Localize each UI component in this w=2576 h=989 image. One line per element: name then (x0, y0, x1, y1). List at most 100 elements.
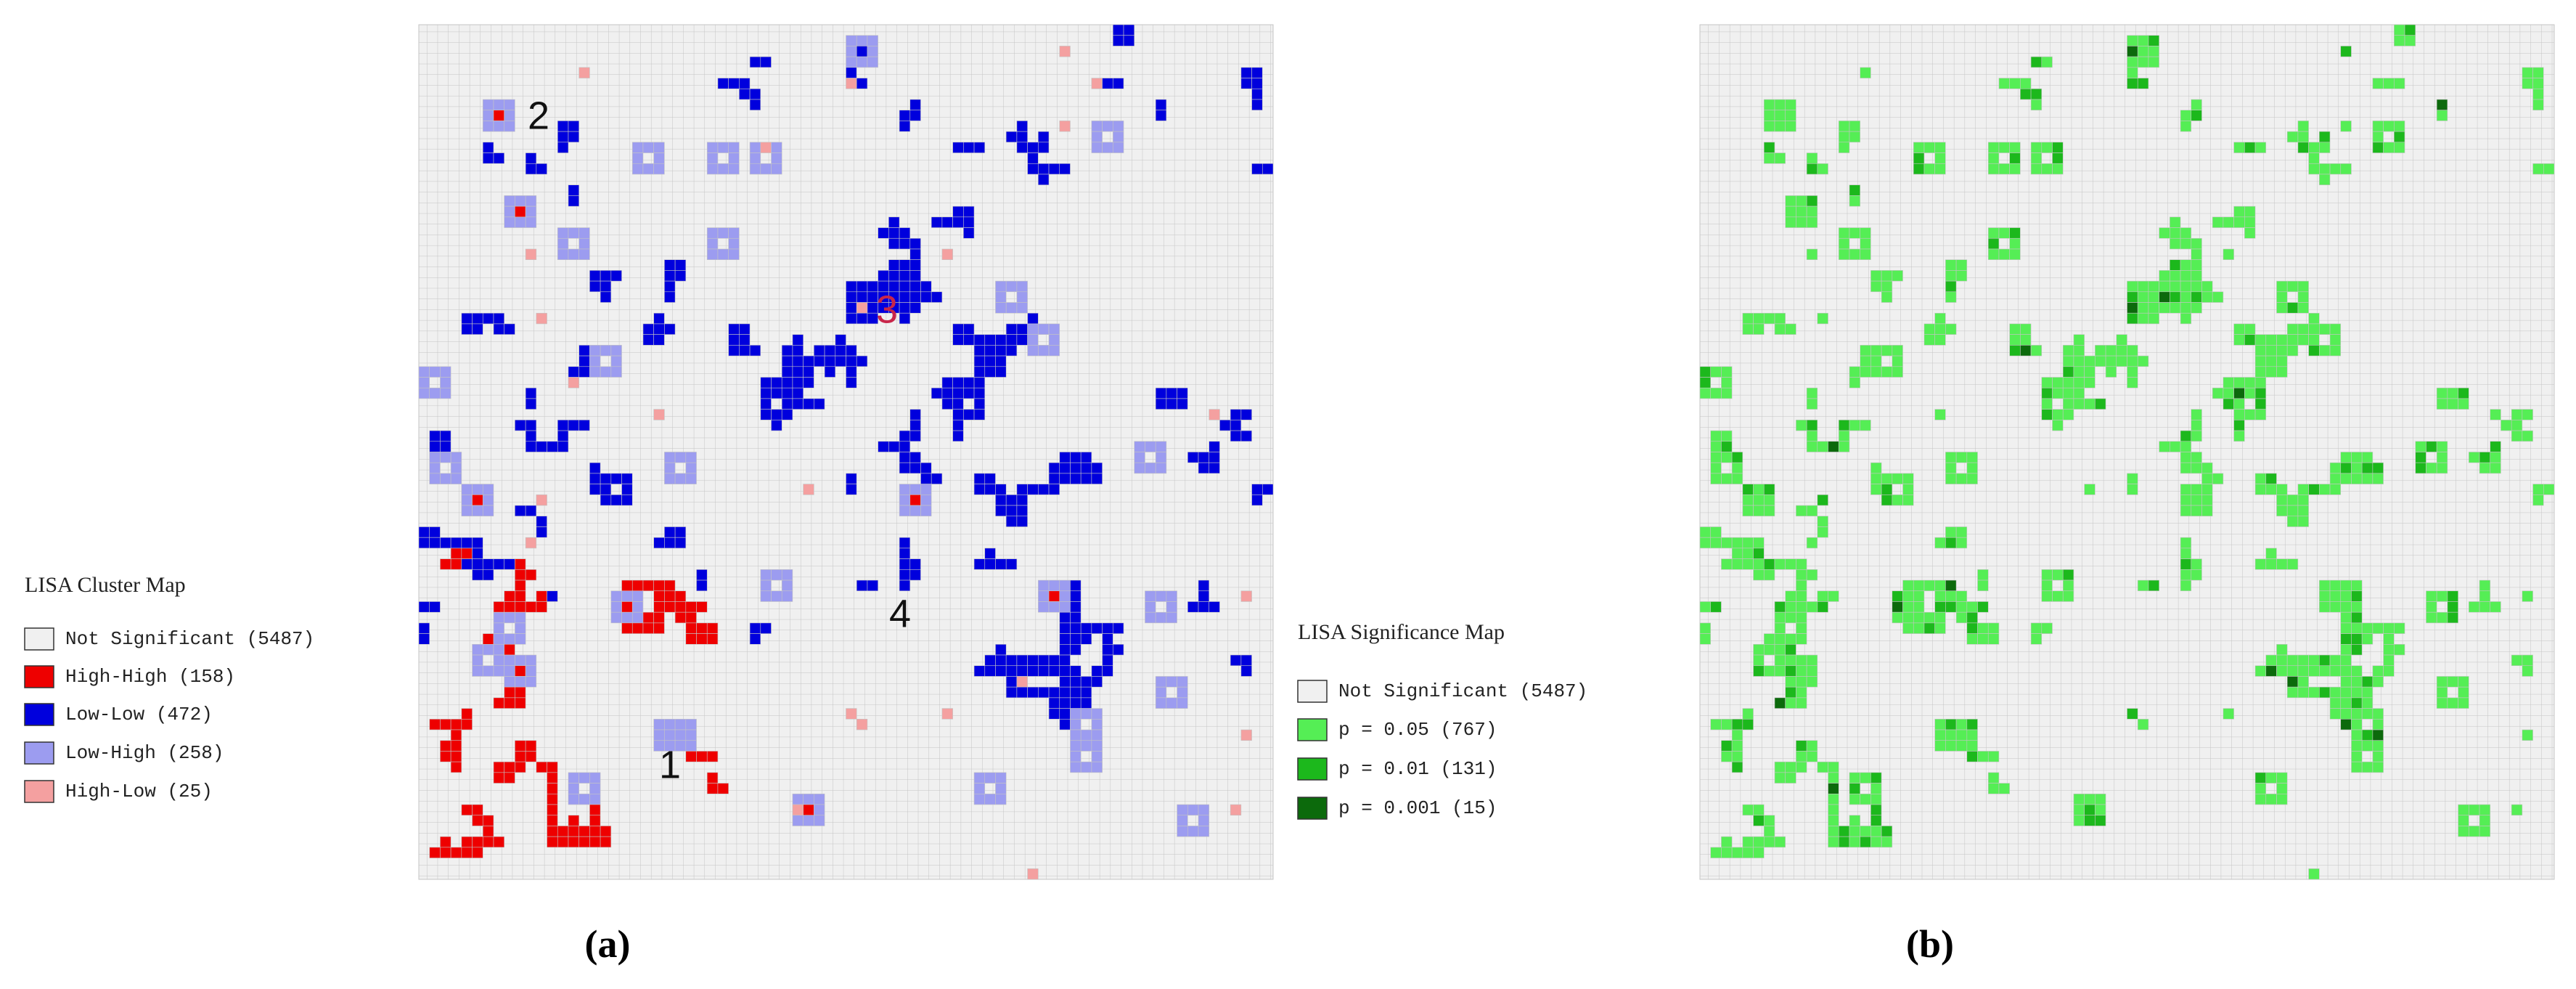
map-cell (1849, 836, 1860, 848)
map-cell (2490, 462, 2501, 474)
map-cell (792, 345, 804, 357)
map-cell (1005, 686, 1018, 699)
map-cell (2351, 579, 2363, 592)
map-cell (1102, 633, 1113, 645)
map-cell (2522, 590, 2533, 602)
map-cell (578, 772, 590, 784)
map-cell (2212, 387, 2224, 399)
map-cell (909, 505, 921, 517)
map-cell (909, 248, 921, 260)
map-cell (642, 334, 654, 346)
map-cell (2436, 462, 2448, 474)
map-cell (792, 334, 804, 346)
map-cell (1860, 355, 1871, 367)
map-cell (1048, 163, 1060, 175)
map-cell (1155, 590, 1167, 602)
map-cell (1806, 205, 1818, 218)
map-cell (1902, 473, 1914, 484)
map-cell (2265, 484, 2277, 495)
map-cell (2041, 622, 2053, 634)
map-cell (973, 794, 986, 805)
map-cell (1721, 452, 1733, 463)
map-cell (504, 761, 515, 773)
map-cell (1966, 611, 1978, 624)
map-cell (2351, 761, 2363, 773)
map-cell (1731, 761, 1743, 773)
map-cell (1038, 590, 1050, 602)
map-cell (2351, 697, 2363, 709)
map-cell (589, 366, 601, 378)
map-cell (856, 312, 868, 325)
cluster-map (418, 24, 1274, 880)
map-cell (1038, 163, 1050, 175)
map-cell (1987, 237, 2000, 250)
map-cell (1102, 665, 1113, 677)
map-cell (696, 751, 708, 762)
map-cell (2436, 611, 2448, 624)
map-cell (610, 494, 622, 506)
map-cell (1828, 836, 1839, 848)
map-cell (664, 590, 676, 602)
map-cell (2180, 312, 2192, 325)
map-cell (1753, 665, 1765, 677)
map-cell (685, 611, 697, 624)
map-cell (1070, 719, 1081, 730)
map-cell (2383, 644, 2395, 656)
map-cell (760, 569, 772, 581)
map-cell (1806, 420, 1818, 431)
map-cell (2286, 302, 2299, 314)
map-cell (568, 121, 579, 132)
map-cell (472, 484, 483, 495)
map-cell (2180, 227, 2192, 239)
map-cell (2469, 601, 2480, 613)
map-cell (1785, 676, 1796, 688)
map-cell (2394, 622, 2405, 634)
map-cell (2329, 345, 2342, 357)
map-cell (1987, 142, 2000, 153)
map-cell (610, 601, 622, 613)
map-cell (781, 398, 793, 410)
map-cell (653, 729, 665, 741)
map-cell (2105, 345, 2117, 357)
map-cell (2522, 430, 2533, 442)
map-cell (2329, 163, 2342, 175)
map-cell (429, 441, 441, 452)
map-cell (1721, 751, 1733, 762)
map-cell (2297, 494, 2309, 506)
map-cell (781, 366, 793, 378)
map-cell (995, 345, 1007, 357)
map-cell (1027, 323, 1039, 335)
map-cell (760, 142, 772, 153)
map-cell (2297, 334, 2309, 346)
map-cell (739, 345, 751, 357)
map-cell (1753, 323, 1765, 335)
map-cell (504, 216, 515, 228)
map-cell (1240, 654, 1252, 667)
map-cell (2233, 334, 2245, 346)
map-cell (515, 216, 526, 228)
map-cell (1796, 216, 1807, 228)
map-cell (856, 35, 868, 46)
map-cell (909, 430, 921, 442)
map-cell (2319, 654, 2331, 667)
map-cell (482, 665, 494, 677)
map-cell (2511, 804, 2523, 816)
map-cell (2329, 686, 2342, 699)
map-cell (1785, 665, 1796, 677)
map-cell (2095, 345, 2106, 357)
map-cell (1785, 110, 1796, 121)
map-cell (1177, 398, 1188, 410)
map-cell (1080, 473, 1092, 484)
map-cell (2127, 484, 2138, 495)
map-cell (1731, 462, 1743, 474)
map-cell (824, 366, 836, 378)
map-cell (1860, 345, 1871, 357)
map-cell (846, 312, 857, 325)
map-cell (717, 783, 729, 794)
map-cell (2319, 345, 2331, 357)
map-cell (2073, 334, 2085, 346)
map-cell (2180, 558, 2192, 570)
map-cell (1091, 761, 1103, 773)
map-cell (1806, 216, 1818, 228)
map-cell (2052, 569, 2064, 581)
